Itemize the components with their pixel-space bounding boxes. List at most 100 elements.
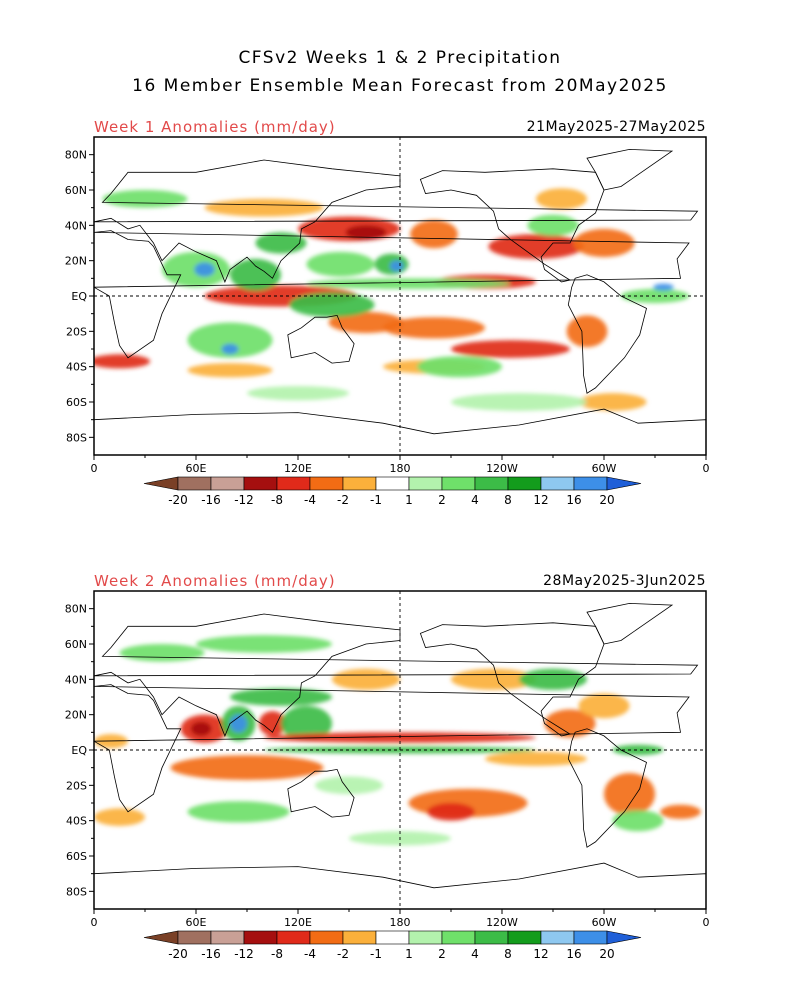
colorbar-swatch	[276, 476, 311, 491]
anomaly-cell	[230, 714, 247, 733]
colorbar-swatch	[342, 476, 377, 491]
anomaly-cell	[230, 258, 281, 291]
panel1-date-range: 21May2025-27May2025	[526, 119, 706, 135]
lon-tick-label: 60E	[186, 462, 207, 475]
anomaly-cell	[281, 705, 332, 742]
greenland-coast	[586, 602, 674, 645]
africa-coast	[0, 685, 77, 812]
colorbar-swatch	[474, 930, 509, 945]
lon-tick-label: 0	[703, 462, 710, 475]
lat-tick-label: 80N	[65, 149, 87, 162]
colorbar-arrow-left	[143, 476, 179, 491]
colorbar-label: 16	[566, 493, 581, 507]
lat-tick-label: 60N	[65, 184, 87, 197]
anomaly-cell	[544, 709, 596, 738]
anomaly-cell	[612, 810, 664, 832]
lon-tick-label: 60W	[592, 462, 617, 475]
lon-tick-label: 120W	[486, 462, 518, 475]
greenland-coast	[0, 149, 60, 190]
colorbar-swatch	[408, 476, 443, 491]
anomaly-cell	[94, 354, 151, 369]
colorbar-label: 20	[599, 947, 614, 961]
anomaly-cell	[119, 644, 205, 662]
panel2-date-range: 28May2025-3Jun2025	[543, 573, 706, 589]
anomaly-cell	[345, 225, 387, 240]
colorbar-label: 1	[405, 947, 413, 961]
colorbar-swatch	[309, 476, 344, 491]
colorbar-label: 12	[533, 947, 548, 961]
colorbar-label: -4	[304, 947, 316, 961]
lat-tick-label: 40N	[65, 219, 87, 232]
colorbar-label: 4	[471, 947, 479, 961]
colorbar-swatch	[210, 930, 245, 945]
lon-tick-label: 0	[91, 916, 98, 929]
anomaly-cell	[204, 198, 324, 217]
africa-coast	[0, 231, 77, 358]
europe-asia-coast	[94, 613, 699, 737]
anomaly-cell	[230, 688, 332, 706]
colorbar-arrow-right	[606, 476, 642, 491]
colorbar-label: -16	[201, 947, 221, 961]
south-america-coast	[0, 729, 35, 847]
colorbar-label: -8	[271, 493, 283, 507]
anomaly-cell	[389, 260, 404, 272]
anomaly-cell	[573, 228, 635, 258]
australia-coast	[287, 314, 355, 364]
colorbar-label: 16	[566, 947, 581, 961]
south-america-coast	[0, 275, 35, 393]
lat-tick-label: EQ	[71, 744, 87, 757]
colorbar-swatch	[408, 930, 443, 945]
colorbar: -20 -16 -12 -8 -4 -2 -1 1 2 4 8 12 16 20	[143, 930, 642, 961]
colorbar-arrow-left	[143, 930, 179, 945]
lon-tick-label: 180	[390, 916, 411, 929]
anomaly-cell	[194, 262, 215, 277]
anomaly-cell	[170, 755, 324, 781]
chart-title-line1: CFSv2 Weeks 1 & 2 Precipitation	[238, 48, 562, 68]
lat-tick-label: 80S	[66, 431, 87, 444]
anomaly-cell	[527, 214, 579, 236]
colorbar-label: -16	[201, 493, 221, 507]
chart-title-line2: 16 Member Ensemble Mean Forecast from 20…	[132, 76, 668, 96]
lon-tick-label: 180	[390, 462, 411, 475]
anomaly-cell	[566, 315, 608, 348]
lon-tick-label: 120E	[284, 462, 312, 475]
colorbar-swatch	[243, 930, 278, 945]
lat-tick-label: 20N	[65, 255, 87, 268]
anomaly-cell	[451, 340, 570, 358]
colorbar-arrow-right	[606, 930, 642, 945]
colorbar-swatch	[441, 476, 476, 491]
lat-tick-label: 60S	[66, 396, 87, 409]
anomaly-cell	[604, 772, 655, 816]
colorbar-swatch	[177, 476, 212, 491]
lat-tick-label: 20N	[65, 709, 87, 722]
anomaly-cell	[332, 668, 400, 690]
colorbar-swatch	[441, 930, 476, 945]
colorbar-label: 12	[533, 493, 548, 507]
lat-tick-label: 40S	[66, 815, 87, 828]
north-america-coast	[419, 622, 605, 737]
north-america-coast	[419, 168, 605, 283]
lat-tick-label: 60N	[65, 638, 87, 651]
colorbar-label: -12	[234, 947, 254, 961]
colorbar-label: 8	[504, 493, 512, 507]
lat-tick-label: 20S	[66, 779, 87, 792]
lat-tick-label: EQ	[71, 290, 87, 303]
anomaly-cell	[94, 808, 145, 826]
anomaly-cell	[451, 668, 536, 690]
anomaly-cell	[190, 721, 212, 736]
anomaly-cell	[653, 283, 674, 291]
colorbar-label: -8	[271, 947, 283, 961]
anomaly-cell	[578, 693, 630, 719]
anomaly-cell	[451, 393, 587, 411]
colorbar-swatch	[309, 930, 344, 945]
anomaly-cell	[578, 393, 647, 411]
south-america-coast	[567, 274, 647, 394]
south-america-coast	[567, 728, 647, 848]
colorbar-swatch	[573, 930, 608, 945]
anomaly-cell	[519, 668, 587, 690]
colorbar-swatch	[276, 930, 311, 945]
colorbar-label: -20	[168, 947, 188, 961]
anomaly-cell	[488, 234, 584, 259]
anomaly-cell	[485, 751, 587, 766]
anomaly-cell	[221, 343, 239, 355]
